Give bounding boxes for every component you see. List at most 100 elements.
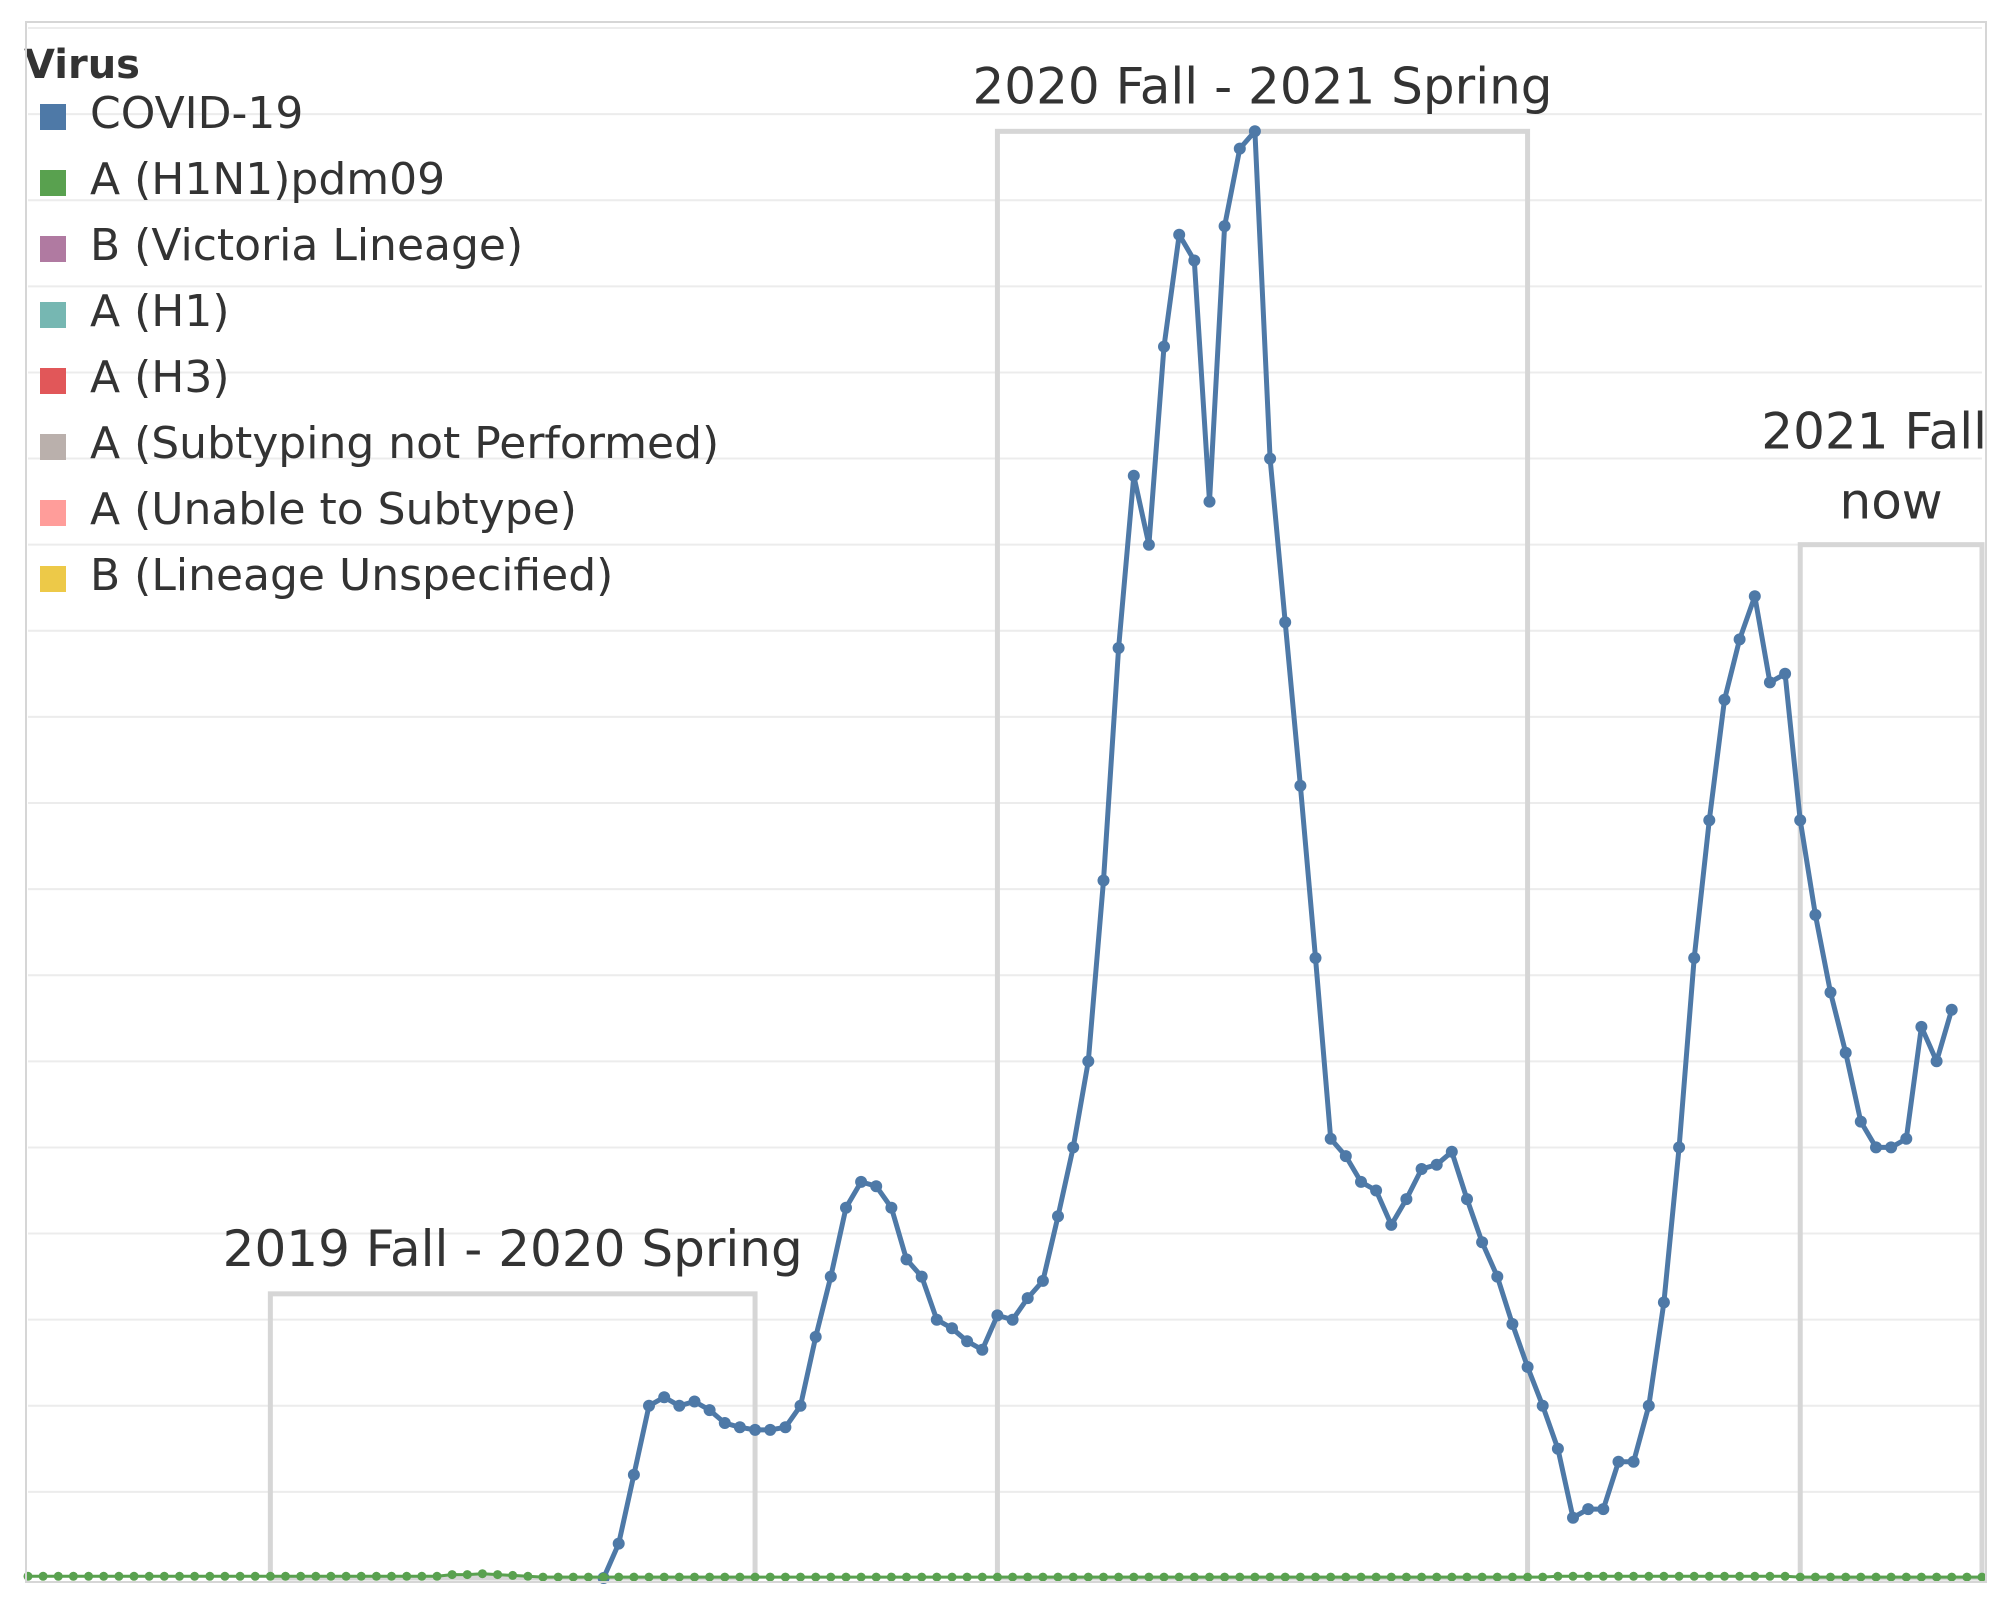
- data-point: [1356, 1572, 1366, 1582]
- data-point: [402, 1571, 412, 1581]
- data-point: [1523, 1572, 1533, 1582]
- data-point: [1900, 1132, 1913, 1145]
- data-point: [1750, 1571, 1760, 1581]
- data-point: [1659, 1571, 1669, 1581]
- data-point: [23, 1571, 33, 1581]
- data-point: [885, 1201, 898, 1214]
- data-point: [1400, 1193, 1413, 1206]
- data-point: [84, 1571, 94, 1581]
- data-point: [612, 1537, 625, 1550]
- legend-label: A (Unable to Subtype): [90, 484, 577, 535]
- data-point: [1795, 1572, 1805, 1582]
- data-point: [1612, 1455, 1625, 1468]
- data-point: [824, 1270, 837, 1283]
- season-label-line: now: [1840, 473, 1943, 531]
- legend-swatch: [40, 236, 66, 262]
- data-point: [779, 1421, 792, 1434]
- data-point: [1824, 986, 1837, 999]
- data-point: [1568, 1571, 1578, 1581]
- data-point: [902, 1572, 911, 1582]
- data-point: [659, 1572, 669, 1582]
- data-point: [1733, 633, 1746, 646]
- data-point: [523, 1571, 533, 1581]
- data-point: [1370, 1184, 1383, 1197]
- data-point: [1218, 220, 1231, 233]
- data-point: [1203, 495, 1216, 508]
- legend-swatch: [40, 104, 66, 130]
- legend-swatch: [40, 170, 66, 196]
- data-point: [1551, 1442, 1564, 1455]
- data-point: [1415, 1163, 1428, 1175]
- data-point: [1068, 1572, 1078, 1582]
- season-label: 2019 Fall - 2020 Spring: [223, 1220, 803, 1278]
- data-point: [1885, 1141, 1898, 1154]
- data-point: [917, 1572, 927, 1582]
- data-point: [1385, 1218, 1398, 1231]
- data-point: [1220, 1572, 1230, 1582]
- data-point: [1295, 1572, 1305, 1582]
- data-point: [1689, 1571, 1699, 1581]
- data-point: [1657, 1296, 1670, 1309]
- data-point: [1401, 1572, 1411, 1582]
- data-point: [1235, 1572, 1245, 1582]
- data-point: [977, 1572, 987, 1582]
- data-point: [1144, 1572, 1154, 1582]
- data-point: [1930, 1055, 1943, 1068]
- data-point: [296, 1571, 306, 1581]
- data-point: [1854, 1115, 1867, 1128]
- data-point: [1311, 1572, 1320, 1582]
- data-point: [1886, 1572, 1896, 1582]
- data-point: [1977, 1572, 1987, 1582]
- data-point: [1417, 1572, 1427, 1582]
- data-point: [1809, 908, 1822, 921]
- data-point: [961, 1335, 974, 1348]
- data-point: [1536, 1399, 1549, 1412]
- data-point: [1265, 1572, 1275, 1582]
- legend-label: A (Subtyping not Performed): [90, 418, 719, 469]
- data-point: [568, 1572, 578, 1582]
- data-point: [1462, 1572, 1472, 1582]
- data-point: [1521, 1361, 1534, 1373]
- data-point: [1763, 676, 1776, 689]
- legend-label: B (Victoria Lineage): [90, 220, 523, 271]
- data-point: [946, 1322, 958, 1335]
- data-point: [114, 1571, 124, 1581]
- data-point: [1644, 1571, 1654, 1581]
- data-point: [1250, 1572, 1260, 1582]
- data-point: [1173, 228, 1186, 241]
- data-point: [1614, 1571, 1623, 1581]
- data-point: [705, 1572, 715, 1582]
- data-point: [1386, 1572, 1396, 1582]
- data-point: [673, 1399, 686, 1412]
- legend-title: Virus: [24, 42, 140, 88]
- data-point: [583, 1572, 593, 1582]
- data-point: [1099, 1572, 1108, 1582]
- data-point: [886, 1572, 896, 1582]
- data-point: [235, 1571, 245, 1581]
- series-lines: [23, 125, 1987, 1584]
- data-point: [1339, 1150, 1352, 1163]
- data-point: [1627, 1455, 1640, 1468]
- data-point: [508, 1570, 518, 1580]
- data-point: [1673, 1141, 1686, 1154]
- season-label-line: 2021 Fall -: [1761, 403, 2000, 461]
- data-point: [629, 1572, 639, 1582]
- data-point: [553, 1572, 563, 1582]
- data-point: [311, 1571, 321, 1581]
- data-point: [281, 1571, 290, 1581]
- data-point: [250, 1571, 260, 1581]
- data-point: [932, 1572, 942, 1582]
- season-annotation-boxes: 2019 Fall - 2020 Spring 2020 Fall - 2021 …: [223, 57, 2000, 1581]
- data-point: [1567, 1511, 1579, 1524]
- data-point: [1355, 1175, 1367, 1188]
- data-point: [1430, 1158, 1443, 1171]
- data-point: [688, 1395, 701, 1408]
- data-point: [870, 1180, 883, 1193]
- data-point: [1629, 1571, 1639, 1581]
- data-point: [356, 1571, 366, 1581]
- legend: Virus COVID-19 A (H1N1)pdm09 B (Victoria L…: [24, 42, 719, 601]
- data-point: [1008, 1572, 1018, 1582]
- data-point: [538, 1572, 548, 1582]
- data-point: [1447, 1572, 1457, 1582]
